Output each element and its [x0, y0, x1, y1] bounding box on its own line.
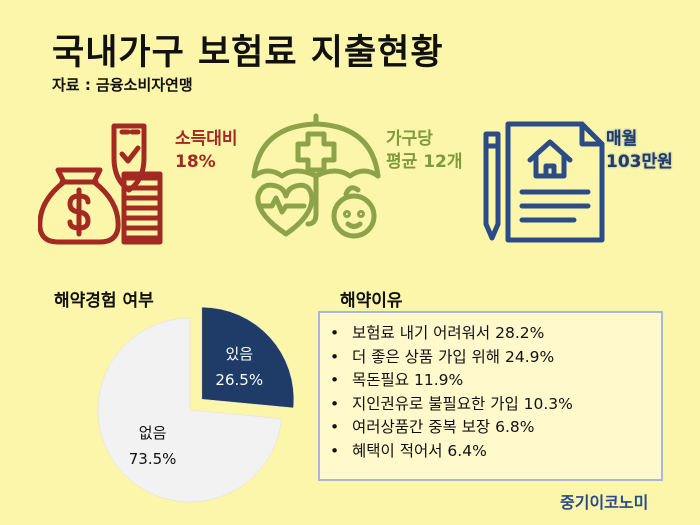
money-bag-coins-icon [38, 123, 163, 245]
reason-text: 지인권유로 불필요한 가입 10.3% [352, 394, 573, 413]
source-text: 자료 : 금융소비자연맹 [52, 76, 193, 94]
reason-item: • 지인권유로 불필요한 가입 10.3% [330, 393, 661, 417]
reason-text: 더 좋은 상품 가입 위해 24.9% [352, 347, 555, 366]
pie-slice-1 [97, 317, 282, 503]
reason-text: 목돈필요 11.9% [352, 371, 464, 389]
bullet: • [330, 371, 340, 389]
reason-item: • 혜택이 적어서 6.4% [330, 440, 661, 464]
reasons-list-box: • 보험료 내기 어려워서 28.2% • 더 좋은 상품 가입 위해 24.9% … [318, 311, 663, 481]
brand-logo-text: 중기이코노미 [560, 493, 649, 512]
house-document-pen-icon [483, 121, 605, 243]
bullet: • [330, 394, 340, 413]
reason-text: 혜택이 적어서 6.4% [352, 441, 487, 460]
page-title: 국내가구 보험료 지출현황 [52, 33, 444, 73]
pie-slice-label: 없음 [139, 424, 167, 442]
reason-text: 여러상품간 중복 보장 6.8% [352, 418, 535, 436]
per-household-value: 평균 12개 [386, 152, 463, 172]
reason-item: • 보험료 내기 어려워서 28.2% [330, 322, 661, 346]
reason-item: • 목돈필요 11.9% [330, 369, 661, 393]
reasons-list: • 보험료 내기 어려워서 28.2% • 더 좋은 상품 가입 위해 24.9% … [330, 322, 661, 463]
reason-item: • 여러상품간 중복 보장 6.8% [330, 416, 661, 440]
bullet: • [330, 441, 340, 460]
pie-chart-title: 해약경험 여부 [54, 291, 154, 311]
monthly-value: 103만원 [606, 152, 673, 172]
pie-slice-value-label: 26.5% [215, 371, 263, 389]
pie-slice-0 [201, 306, 295, 409]
income-ratio-value: 18% [175, 152, 216, 172]
pie-slice-label: 있음 [225, 345, 253, 363]
bullet: • [330, 324, 340, 342]
reason-item: • 더 좋은 상품 가입 위해 24.9% [330, 346, 661, 370]
pie-slice-value-label: 73.5% [129, 450, 177, 468]
per-household-label: 가구당 [386, 129, 433, 149]
income-ratio-label: 소득대비 [175, 129, 238, 149]
bullet: • [330, 418, 340, 436]
reason-text: 보험료 내기 어려워서 28.2% [352, 324, 545, 342]
bullet: • [330, 347, 340, 366]
monthly-label: 매월 [606, 129, 638, 149]
umbrella-health-family-icon [251, 113, 381, 239]
pie-chart: 있음 26.5% 없음 73.5% [97, 306, 295, 503]
reasons-title: 해약이유 [340, 291, 403, 311]
